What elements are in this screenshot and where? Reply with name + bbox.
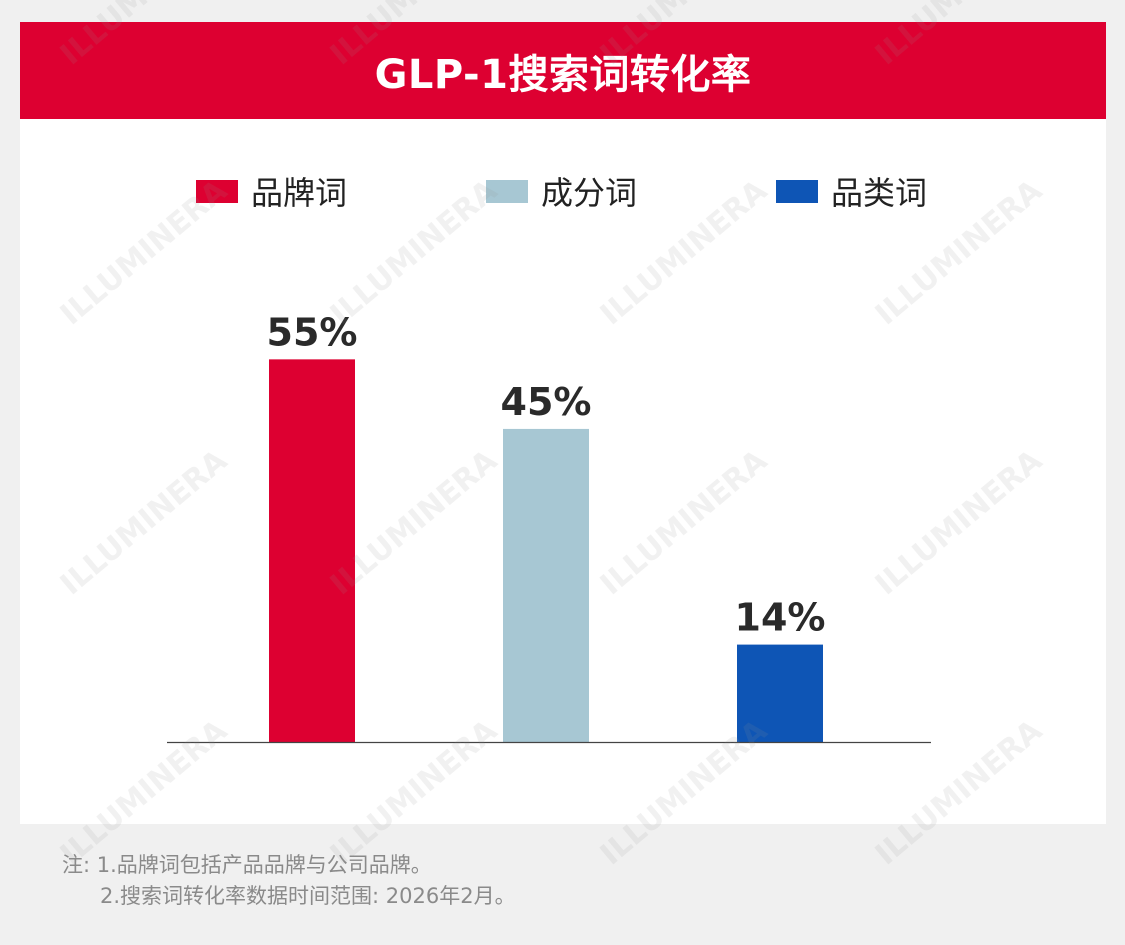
footnote-2: 2.搜索词转化率数据时间范围: 2026年2月。: [100, 884, 516, 908]
legend-swatch-2: [486, 180, 528, 203]
title-bar: GLP-1搜索词转化率: [20, 22, 1106, 119]
bar-chart: 品牌词 成分词 品类词 55% 45% 14%: [167, 174, 931, 744]
legend-label-1: 品牌词: [251, 174, 347, 212]
footnote-1: 注: 1.品牌词包括产品品牌与公司品牌。: [62, 853, 432, 877]
bar-1: [269, 359, 355, 742]
chart-card: GLP-1搜索词转化率 品牌词 成分词 品类词 55% 45% 14%: [20, 22, 1106, 824]
bar-3: [737, 644, 823, 742]
legend-label-3: 品类词: [831, 174, 927, 212]
legend-swatch-1: [196, 180, 238, 203]
bar-2: [503, 428, 589, 742]
bar-value-label-3: 14%: [735, 596, 826, 640]
chart-title: GLP-1搜索词转化率: [374, 51, 752, 98]
bar-value-label-2: 45%: [501, 380, 592, 424]
bar-value-label-1: 55%: [267, 310, 358, 354]
legend-label-2: 成分词: [541, 174, 637, 212]
legend-swatch-3: [776, 180, 818, 203]
footnotes: 注: 1.品牌词包括产品品牌与公司品牌。 2.搜索词转化率数据时间范围: 202…: [62, 850, 516, 912]
